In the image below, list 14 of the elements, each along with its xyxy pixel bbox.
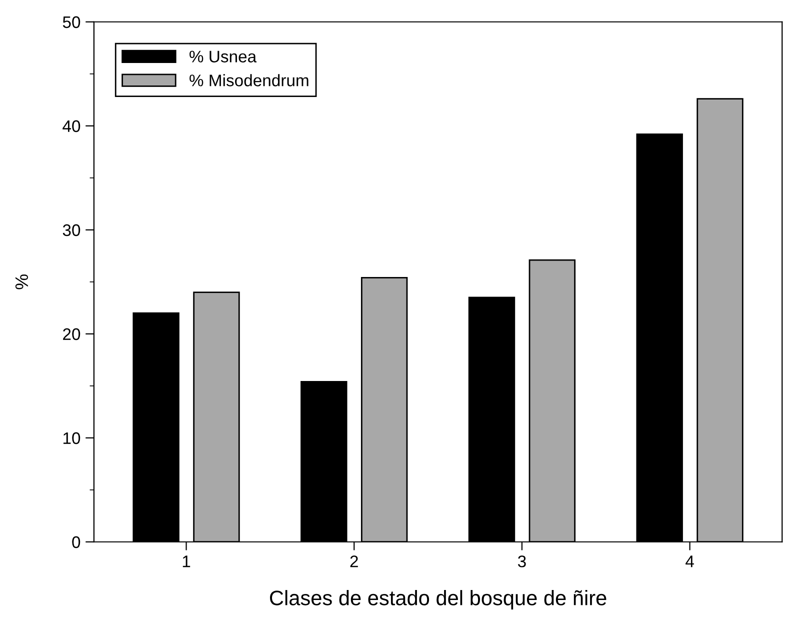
y-tick-label: 20 — [63, 328, 80, 340]
y-tick-label: 0 — [72, 536, 80, 548]
y-tick-label: 40 — [62, 120, 80, 132]
x-axis-title: Clases de estado del bosque de ñire — [270, 590, 606, 610]
y-axis-title: % — [15, 274, 28, 290]
y-tick-label: 10 — [63, 432, 80, 444]
y-tick-label: 30 — [62, 224, 80, 236]
legend-label: % Misodendrum — [190, 74, 308, 86]
legend-label: % Usnea — [190, 50, 257, 62]
x-tick-label: 1 — [182, 556, 190, 568]
x-tick-label: 4 — [686, 556, 694, 568]
x-tick-label: 3 — [518, 556, 526, 568]
x-tick-label: 2 — [350, 556, 358, 568]
y-tick-label: 50 — [62, 16, 80, 28]
